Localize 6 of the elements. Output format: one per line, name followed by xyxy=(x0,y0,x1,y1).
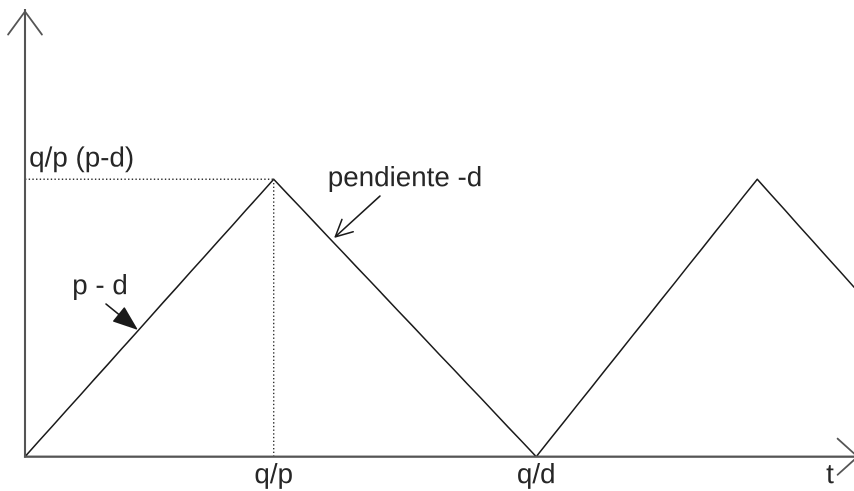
x-tick-label: q/p xyxy=(256,462,292,489)
ref-line-label: q/p (p-d) xyxy=(30,146,132,172)
annotation: p - d xyxy=(74,274,126,300)
annotation: pendiente -d xyxy=(330,166,480,192)
x-tick-label: q/d xyxy=(518,462,554,489)
x-axis-title: t xyxy=(826,465,834,484)
